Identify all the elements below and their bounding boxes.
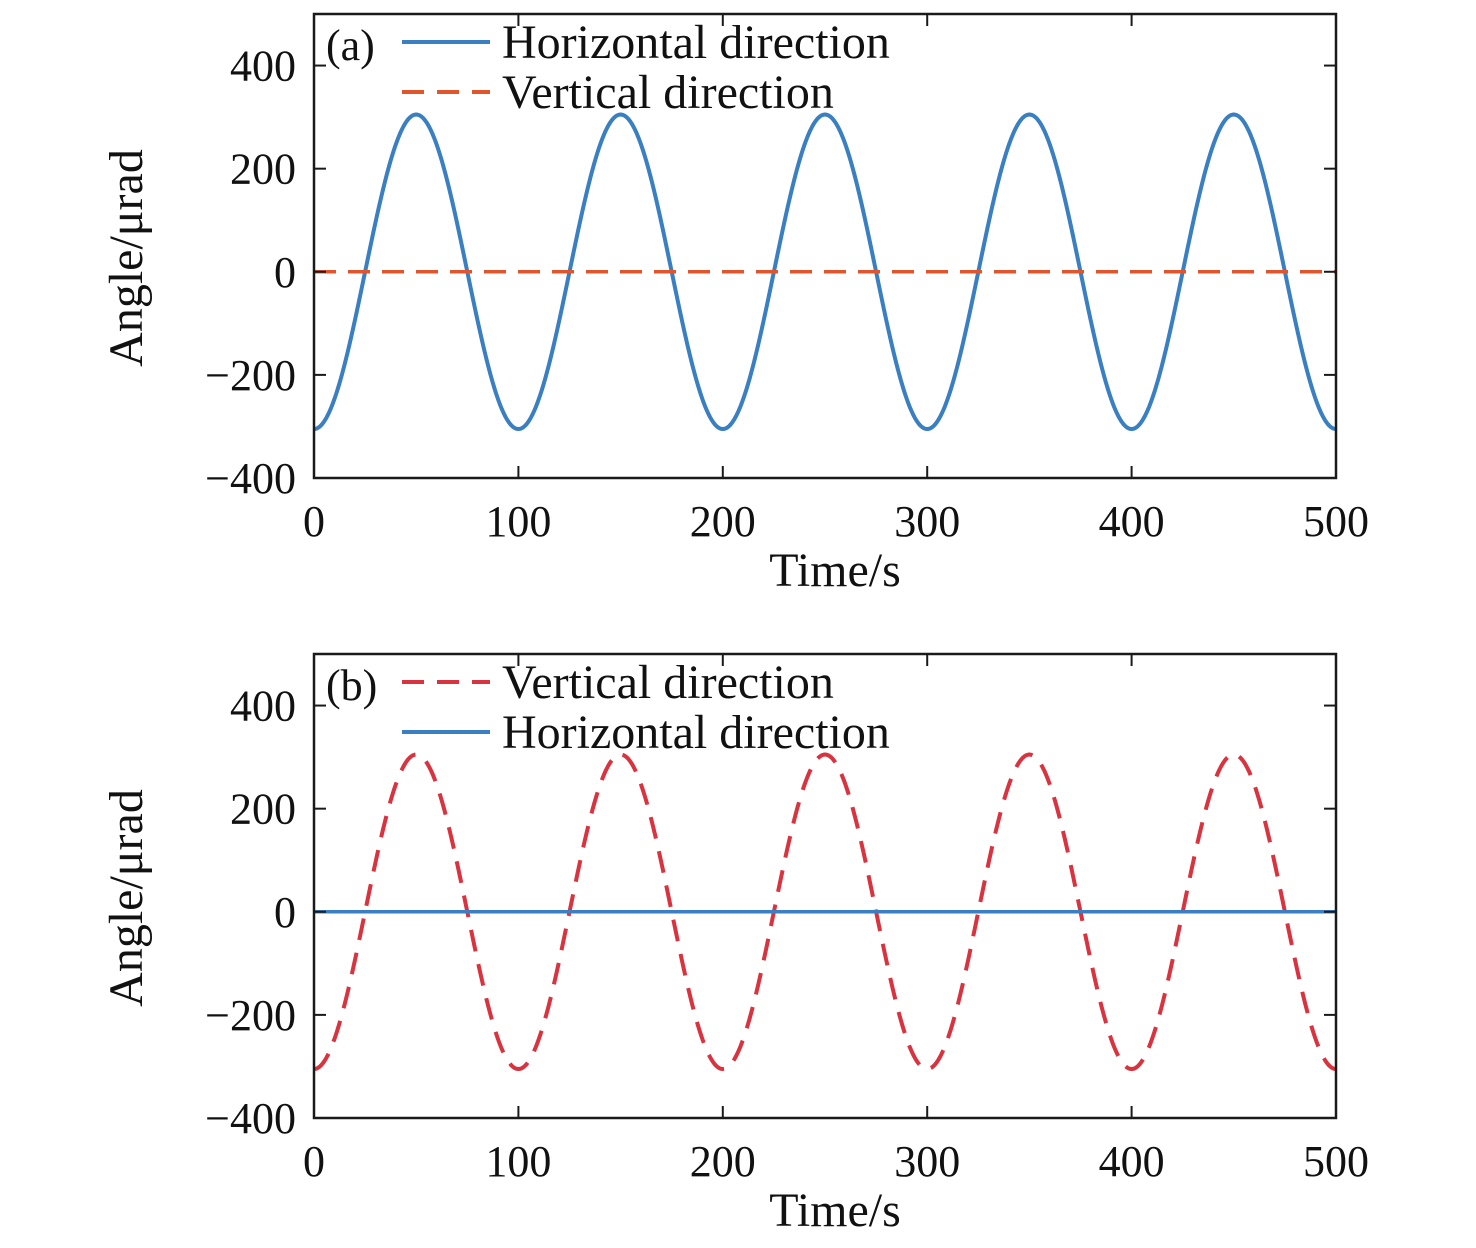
panel-a-y-tick-label: −200 <box>205 351 296 400</box>
panel-b-chart: 0 100 200 300 400 500 400 200 0 −200 −40… <box>100 652 1369 1237</box>
panel-b-plot-area <box>312 652 1338 1120</box>
panel-b-y-tick-label: 200 <box>230 785 296 834</box>
panel-b-y-tick-label: −200 <box>205 991 296 1040</box>
panel-b-series-layer <box>313 752 1337 1072</box>
panel-b-label: (b) <box>326 661 377 710</box>
panel-b-x-tick-label: 200 <box>690 1137 756 1186</box>
panel-b-y-tick-labels: 400 200 0 −200 −400 <box>205 682 296 1143</box>
panel-a-label: (a) <box>326 21 375 70</box>
panel-a-x-tick-label: 0 <box>303 497 325 546</box>
panel-b-x-tick-label: 100 <box>485 1137 551 1186</box>
panel-b-legend: Vertical direction Horizontal direction <box>402 656 890 759</box>
panel-a-y-axis-label: Angle/μrad <box>100 149 153 367</box>
panel-b-ticks <box>313 654 1337 1119</box>
panel-b-y-tick-label: 0 <box>274 888 296 937</box>
panel-a-y-tick-labels: 400 200 0 −200 −400 <box>205 42 296 503</box>
panel-a-x-axis-label: Time/s <box>769 544 901 597</box>
panel-a-y-tick-label: −400 <box>205 454 296 503</box>
panel-a-x-tick-label: 400 <box>1099 497 1165 546</box>
panel-b-x-tick-labels: 0 100 200 300 400 500 <box>303 1137 1369 1186</box>
panel-a-series-layer <box>313 112 1337 432</box>
panel-a-ticks <box>313 14 1337 479</box>
panel-b-x-tick-label: 500 <box>1303 1137 1369 1186</box>
panel-b-legend-label-horizontal: Horizontal direction <box>502 706 890 759</box>
vertical-direction-series-line <box>313 752 1337 1072</box>
horizontal-direction-series-line <box>313 112 1337 432</box>
panel-b-y-axis-label: Angle/μrad <box>100 789 153 1007</box>
panel-a-x-tick-label: 300 <box>894 497 960 546</box>
panel-a-plot-area <box>312 12 1338 480</box>
panel-a-x-tick-label: 100 <box>485 497 551 546</box>
panel-a-y-tick-label: 200 <box>230 145 296 194</box>
panel-b-y-tick-label: 400 <box>230 682 296 731</box>
panel-b-legend-label-vertical: Vertical direction <box>502 656 834 709</box>
panel-b-y-tick-label: −400 <box>205 1094 296 1143</box>
panel-b-x-tick-label: 0 <box>303 1137 325 1186</box>
panel-a-x-tick-labels: 0 100 200 300 400 500 <box>303 497 1369 546</box>
panel-b-x-tick-label: 300 <box>894 1137 960 1186</box>
panel-a-frame <box>312 12 1338 480</box>
panel-b-frame <box>312 652 1338 1120</box>
panel-a-legend-label-horizontal: Horizontal direction <box>502 16 890 69</box>
panel-a-y-tick-label: 0 <box>274 248 296 297</box>
panel-a-y-tick-label: 400 <box>230 42 296 91</box>
panel-a-legend-label-vertical: Vertical direction <box>502 66 834 119</box>
panel-a-chart: 0 100 200 300 400 500 400 200 0 −200 −40… <box>100 12 1369 597</box>
panel-a-legend: Horizontal direction Vertical direction <box>402 16 890 119</box>
panel-a-x-tick-label: 500 <box>1303 497 1369 546</box>
panel-a-x-tick-label: 200 <box>690 497 756 546</box>
panel-b-x-axis-label: Time/s <box>769 1184 901 1237</box>
panel-b-x-tick-label: 400 <box>1099 1137 1165 1186</box>
